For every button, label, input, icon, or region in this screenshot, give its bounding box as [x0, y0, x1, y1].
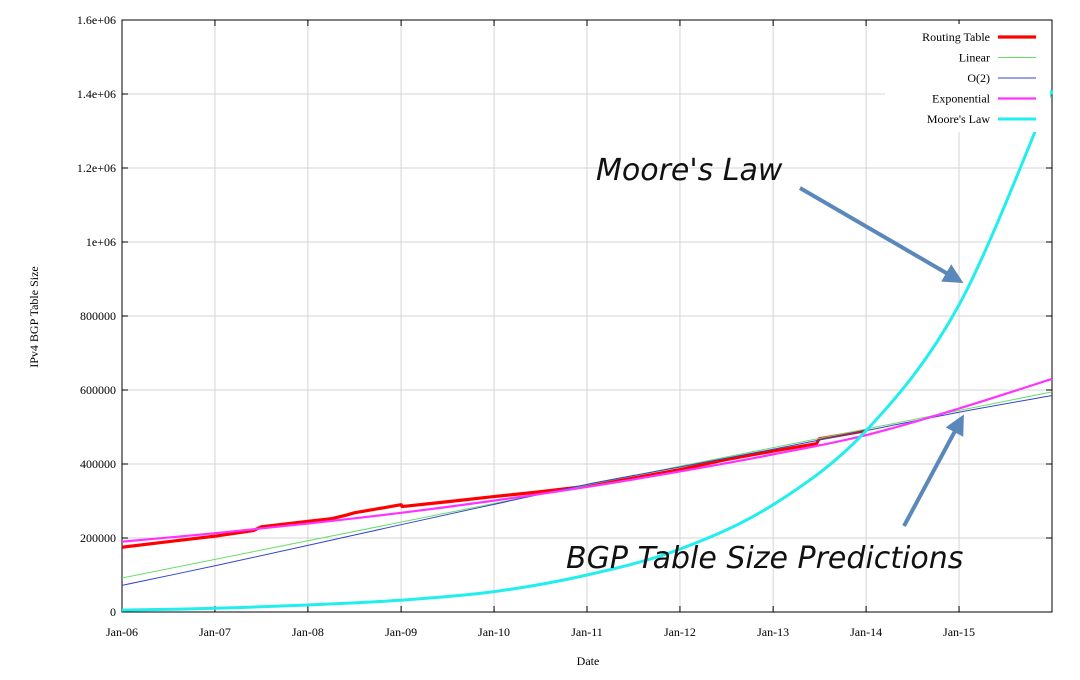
y-tick-label: 400000: [80, 457, 116, 471]
y-tick-label: 200000: [80, 531, 116, 545]
series-line-moore-s-law: [121, 89, 1054, 612]
x-tick-label: Jan-06: [106, 625, 138, 639]
series-line-exponential: [121, 377, 1053, 543]
x-tick-label: Jan-08: [292, 625, 324, 639]
series-lines: [121, 89, 1054, 612]
x-axis-title: Date: [577, 654, 600, 668]
x-tick-label: Jan-11: [571, 625, 603, 639]
legend-label-o-2: O(2): [967, 71, 990, 85]
y-axis-title: IPv4 BGP Table Size: [27, 266, 41, 368]
legend-label-exponential: Exponential: [932, 92, 991, 106]
x-tick-label: Jan-09: [385, 625, 417, 639]
x-tick-label: Jan-15: [943, 625, 975, 639]
series-line-o-2: [121, 395, 1053, 586]
axis-ticks: 0 200000 400000 600000 800000 1e+06 1.2e+06 1.4…: [77, 13, 1052, 639]
x-tick-label: Jan-13: [757, 625, 789, 639]
y-tick-label: 800000: [80, 309, 116, 323]
annotation-bgp-predictions: BGP Table Size Predictions: [566, 541, 963, 576]
y-tick-label: 1e+06: [86, 235, 116, 249]
grid-lines: [122, 20, 1052, 612]
annotations: Moore's Law BGP Table Size Predictions: [566, 153, 964, 576]
annotation-arrow-moores-law: [798, 186, 964, 284]
series-line-linear: [121, 391, 1053, 579]
y-tick-label: 1.4e+06: [77, 87, 116, 101]
x-tick-label: Jan-10: [478, 625, 510, 639]
x-tick-label: Jan-07: [199, 625, 231, 639]
legend-label-linear: Linear: [959, 51, 990, 65]
legend: Routing Table Linear O(2) Exponential Moore'…: [885, 24, 1050, 132]
y-tick-label: 600000: [80, 383, 116, 397]
annotation-moores-law: Moore's Law: [596, 153, 783, 188]
y-tick-label: 1.2e+06: [77, 161, 116, 175]
legend-label-routing-table: Routing Table: [922, 30, 990, 44]
y-tick-label: 1.6e+06: [77, 13, 116, 27]
x-tick-label: Jan-12: [664, 625, 696, 639]
annotation-arrow-bgp-predictions: [902, 414, 964, 527]
legend-label-moore-s-law: Moore's Law: [927, 112, 990, 126]
y-tick-label: 0: [110, 605, 116, 619]
x-tick-label: Jan-14: [850, 625, 882, 639]
